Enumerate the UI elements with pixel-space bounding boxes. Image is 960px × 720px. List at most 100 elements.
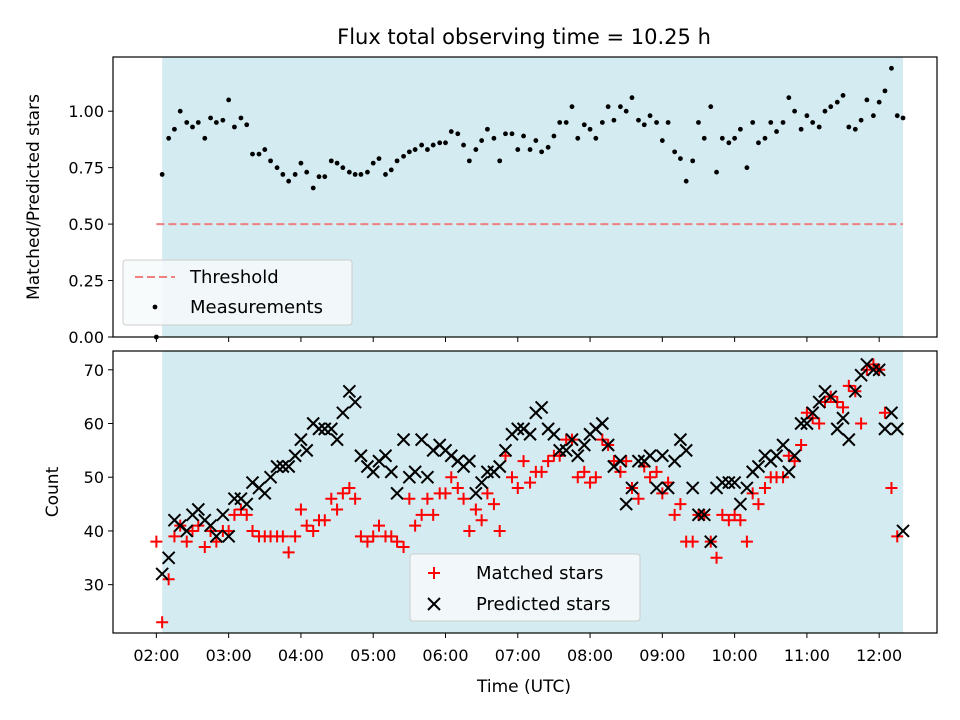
measurement-point (328, 158, 334, 164)
predicted-star-marker (571, 449, 585, 463)
predicted-star-marker (704, 534, 718, 549)
predicted-star-marker (511, 422, 525, 436)
measurement-point (370, 160, 376, 166)
figure-title: Flux total observing time = 10.25 h (337, 25, 711, 49)
predicted-star-marker (161, 551, 176, 565)
matched-star-marker (716, 508, 729, 521)
measurement-point (822, 108, 828, 114)
measurement-point (834, 99, 840, 105)
matched-star-marker (198, 541, 211, 554)
matched-star-marker (795, 439, 808, 451)
bottom-x-tick-label: 04:00 (278, 646, 324, 665)
matched-star-marker (722, 514, 735, 527)
predicted-star-marker (288, 449, 302, 463)
predicted-star-marker (866, 363, 881, 377)
predicted-star-marker (782, 465, 796, 479)
matched-star-marker (463, 524, 476, 537)
measurement-point (665, 120, 671, 125)
measurements-series (153, 65, 906, 340)
measurement-point (184, 120, 190, 125)
matched-star-marker (578, 465, 591, 478)
measurement-point (479, 138, 485, 143)
predicted-star-marker (613, 454, 628, 468)
predicted-star-marker (396, 432, 411, 447)
bottom-x-tick-label: 07:00 (495, 646, 541, 665)
measurement-point (358, 172, 364, 177)
legend-measurements-label: Measurements (190, 297, 323, 318)
predicted-star-marker (776, 438, 790, 452)
matched-star-marker (349, 492, 362, 505)
measurement-point (647, 113, 653, 119)
measurement-point (618, 104, 623, 110)
measurement-point (744, 165, 750, 171)
bottom-x-tick-label: 03:00 (206, 646, 252, 665)
measurement-point (810, 120, 816, 125)
measurement-point (274, 165, 280, 171)
predicted-star-marker (342, 384, 357, 398)
measurement-point (455, 131, 461, 137)
predicted-star-marker (619, 497, 633, 511)
matched-star-marker (668, 508, 681, 521)
measurement-point (213, 120, 219, 125)
matched-star-marker (620, 455, 633, 468)
predicted-star-marker (601, 438, 615, 452)
predicted-star-marker (679, 443, 693, 458)
measurement-point (599, 120, 605, 125)
measurement-point (659, 138, 665, 143)
bottom-plot-frame (112, 350, 938, 634)
measurement-point (889, 65, 894, 71)
predicted-star-marker (733, 497, 748, 511)
measurement-point (533, 138, 539, 143)
predicted-star-marker (800, 416, 814, 431)
predicted-star-marker (552, 443, 567, 458)
predicted-star-marker (595, 416, 610, 431)
predicted-star-marker (420, 470, 435, 484)
measurement-point (605, 104, 611, 110)
predicted-star-marker (722, 475, 736, 490)
matched-star-marker (318, 514, 331, 527)
measurement-point (641, 122, 647, 128)
measurement-point (394, 158, 400, 164)
measurement-point (792, 108, 798, 114)
matched-star-marker (878, 406, 891, 419)
measurement-point (280, 172, 286, 177)
measurement-point (737, 126, 743, 132)
measurement-point (798, 126, 804, 132)
count-series (150, 357, 910, 629)
measurement-point (406, 149, 412, 155)
measurement-point (683, 178, 689, 184)
legend-threshold-label: Threshold (189, 267, 279, 288)
bottom-legend-box (409, 553, 641, 622)
matched-star-marker (469, 503, 482, 516)
predicted-star-marker (751, 459, 766, 474)
measurement-point (466, 158, 472, 164)
measurement-point (786, 95, 792, 101)
measurement-point (551, 133, 557, 139)
measurement-point (750, 120, 756, 125)
predicted-star-marker (534, 400, 549, 415)
measurement-point (581, 122, 587, 128)
top-y-tick-label: 0.25 (68, 272, 104, 291)
predicted-star-marker (227, 492, 242, 506)
bottom-y-tick-label: 40 (84, 522, 104, 541)
measurement-point (804, 113, 810, 119)
measurement-point (365, 169, 370, 175)
predicted-star-marker (878, 422, 892, 436)
measurement-point (545, 144, 551, 150)
measurement-point (412, 147, 418, 152)
predicted-star-marker (667, 454, 682, 468)
measurement-point (352, 172, 358, 177)
matched-star-marker (644, 471, 657, 484)
matched-star-marker (674, 498, 687, 511)
matched-star-marker (168, 530, 181, 543)
top-axes: 0.00 0.25 0.50 0.75 1.00 (68, 102, 880, 347)
matched-star-marker (150, 535, 163, 548)
matched-star-marker (421, 492, 434, 505)
predicted-star-marker (896, 524, 910, 538)
matched-star-marker (156, 616, 169, 629)
measurement-point (304, 169, 310, 175)
predicted-star-marker (390, 486, 404, 501)
measurement-point (298, 160, 304, 166)
top-legend-box (122, 259, 353, 326)
